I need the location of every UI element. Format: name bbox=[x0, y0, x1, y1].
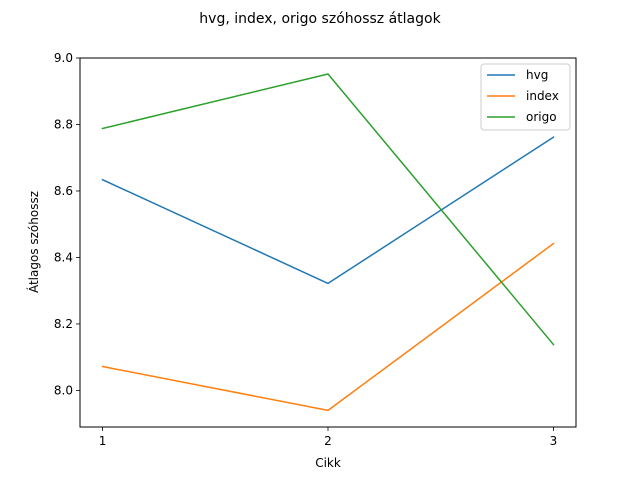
x-axis: 1 2 3 bbox=[99, 427, 558, 448]
x-tick-label: 2 bbox=[324, 434, 332, 448]
x-axis-label: Cikk bbox=[315, 456, 341, 470]
y-axis-label: Átlagos szóhossz bbox=[26, 191, 41, 293]
y-tick-label: 8.2 bbox=[54, 317, 73, 331]
x-tick-label: 3 bbox=[550, 434, 558, 448]
legend-label-index: index bbox=[526, 89, 559, 103]
y-tick-label: 8.6 bbox=[54, 184, 73, 198]
y-tick-label: 8.0 bbox=[54, 383, 73, 397]
plot-lines bbox=[101, 73, 555, 412]
legend-label-origo: origo bbox=[526, 110, 557, 124]
y-tick-label: 8.4 bbox=[54, 250, 73, 264]
y-tick-label: 8.8 bbox=[54, 117, 73, 131]
series-line-index bbox=[101, 242, 555, 412]
legend-box bbox=[480, 63, 571, 131]
series-line-hvg bbox=[101, 136, 555, 285]
series-line-origo bbox=[101, 73, 555, 346]
chart-title: hvg, index, origo szóhossz átlagok bbox=[199, 11, 441, 27]
y-tick-label: 9.0 bbox=[54, 51, 73, 65]
x-tick-label: 1 bbox=[99, 434, 107, 448]
legend: hvg index origo bbox=[480, 63, 571, 131]
legend-label-hvg: hvg bbox=[526, 68, 548, 82]
y-axis: 8.0 8.2 8.4 8.6 8.8 9.0 bbox=[54, 51, 80, 397]
